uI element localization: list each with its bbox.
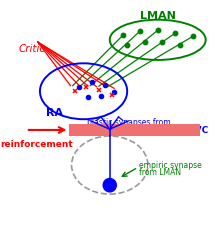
Text: LMAN: LMAN	[140, 11, 176, 21]
Text: plastic synapses from: plastic synapses from	[87, 118, 170, 127]
Text: empiric synapse: empiric synapse	[139, 161, 202, 170]
Bar	[69, 124, 200, 136]
Text: from LMAN: from LMAN	[139, 168, 181, 177]
Text: Critic: Critic	[18, 44, 45, 54]
Text: reinforcement: reinforcement	[1, 140, 73, 149]
Circle shape	[103, 178, 116, 192]
Text: HVC: HVC	[187, 126, 208, 135]
Text: RA: RA	[46, 108, 64, 117]
